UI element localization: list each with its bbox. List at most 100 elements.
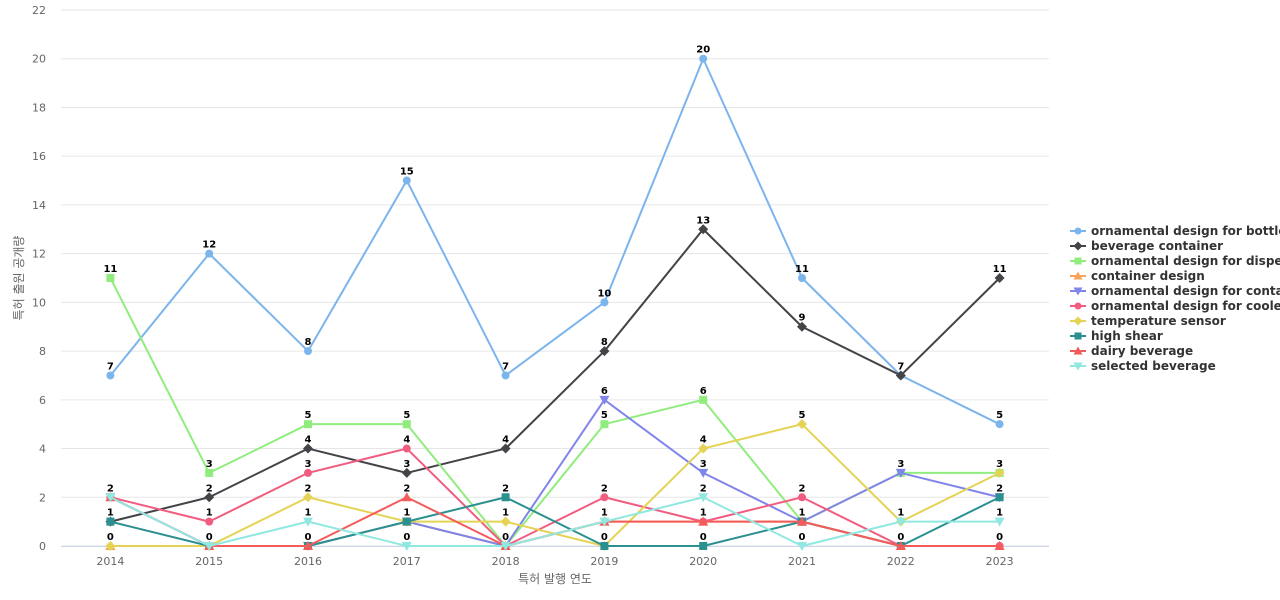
data-label: 8	[305, 337, 312, 348]
y-tick-label: 2	[39, 491, 46, 504]
legend-marker	[1073, 346, 1083, 355]
legend-marker	[1073, 362, 1083, 371]
legend-item[interactable]: selected beverage	[1070, 359, 1216, 373]
data-label: 12	[202, 240, 216, 251]
legend-label: dairy beverage	[1091, 344, 1193, 358]
data-label: 4	[305, 435, 312, 446]
y-tick-label: 10	[32, 296, 46, 309]
legend-label: ornamental design for bottle	[1091, 224, 1280, 238]
data-label: 1	[799, 508, 806, 519]
series-line	[109, 496, 1001, 547]
data-point	[698, 468, 709, 478]
data-point	[797, 516, 807, 526]
data-label: 1	[107, 508, 114, 519]
data-point	[994, 467, 1005, 478]
data-point	[304, 420, 312, 429]
data-label: 2	[305, 483, 312, 494]
legend-marker	[1073, 287, 1083, 296]
legend-item[interactable]: container design	[1070, 269, 1205, 283]
x-tick-label: 2015	[195, 555, 223, 568]
data-label: 0	[305, 532, 312, 543]
legend-item[interactable]: high shear	[1070, 329, 1163, 343]
legend-label: high shear	[1091, 329, 1163, 343]
data-label: 4	[700, 435, 707, 446]
data-label: 0	[502, 532, 509, 543]
data-point	[303, 443, 313, 454]
y-tick-label: 22	[32, 4, 46, 17]
data-label: 5	[799, 410, 806, 421]
legend-marker	[1073, 241, 1083, 251]
data-label: 15	[400, 167, 414, 178]
data-point	[402, 444, 411, 453]
legend-item[interactable]: beverage container	[1070, 239, 1223, 253]
data-point	[699, 54, 708, 63]
legend-item[interactable]: ornamental design for cooler	[1070, 299, 1280, 313]
data-point	[798, 493, 806, 502]
legend-item[interactable]: ornamental design for dispe...	[1070, 254, 1280, 268]
legend-marker	[1074, 257, 1082, 265]
data-point	[895, 370, 906, 381]
data-point	[401, 492, 412, 502]
series-line	[109, 277, 1001, 547]
legend-item[interactable]: ornamental design for bottle	[1070, 224, 1280, 238]
data-point	[994, 517, 1005, 527]
data-point	[303, 492, 313, 503]
legend-marker	[1073, 316, 1083, 326]
legend-label: container design	[1091, 269, 1205, 283]
data-label: 1	[305, 508, 312, 519]
y-tick-label: 4	[39, 443, 46, 456]
data-label: 11	[103, 264, 117, 275]
legend-marker	[1074, 227, 1082, 235]
data-label: 5	[403, 410, 410, 421]
series-group	[105, 224, 1005, 527]
x-tick-label: 2021	[788, 555, 816, 568]
legend-label: ornamental design for dispe...	[1091, 254, 1280, 268]
data-label: 9	[799, 313, 806, 324]
data-label: 10	[597, 288, 611, 299]
data-label: 13	[696, 215, 710, 226]
series-group	[106, 274, 1004, 550]
data-point	[797, 542, 807, 551]
data-label: 0	[700, 532, 707, 543]
data-point	[698, 443, 709, 454]
x-axis-ticks: 2014 2015 2016 2017 2018 2019 2020 2021 2022 2023	[96, 555, 1013, 568]
data-point	[797, 419, 807, 430]
data-point	[106, 517, 115, 526]
data-point	[205, 517, 214, 526]
data-point	[599, 395, 610, 405]
data-label: 5	[996, 410, 1003, 421]
legend-item[interactable]: temperature sensor	[1070, 314, 1226, 328]
data-label: 2	[502, 483, 509, 494]
data-point	[500, 516, 511, 527]
data-label: 7	[502, 361, 509, 372]
data-point	[204, 542, 215, 551]
legend-item[interactable]: dairy beverage	[1070, 344, 1193, 358]
data-label: 0	[403, 532, 410, 543]
data-point	[994, 541, 1005, 550]
data-label: 3	[403, 459, 410, 470]
data-label: 1	[403, 508, 410, 519]
data-point	[402, 420, 411, 429]
data-label: 6	[601, 386, 608, 397]
x-tick-label: 2016	[294, 555, 322, 568]
legend-marker	[1073, 271, 1083, 280]
data-label: 1	[502, 508, 509, 519]
data-label: 2	[107, 483, 114, 494]
data-point	[500, 542, 511, 551]
legend-item[interactable]: ornamental design for conta...	[1070, 284, 1280, 298]
data-point	[895, 517, 906, 527]
data-label: 0	[799, 532, 806, 543]
data-point	[205, 468, 214, 477]
data-label: 1	[897, 508, 904, 519]
x-tick-label: 2019	[590, 555, 618, 568]
data-point	[106, 274, 115, 282]
data-labels: 7112101232108543210155432107421010865210…	[103, 45, 1006, 543]
legend-label: selected beverage	[1091, 359, 1216, 373]
grid-lines	[61, 9, 1049, 547]
data-point	[304, 468, 312, 477]
y-tick-label: 12	[32, 248, 46, 261]
data-label: 8	[601, 337, 608, 348]
data-label: 7	[897, 361, 904, 372]
data-label: 3	[700, 459, 707, 470]
